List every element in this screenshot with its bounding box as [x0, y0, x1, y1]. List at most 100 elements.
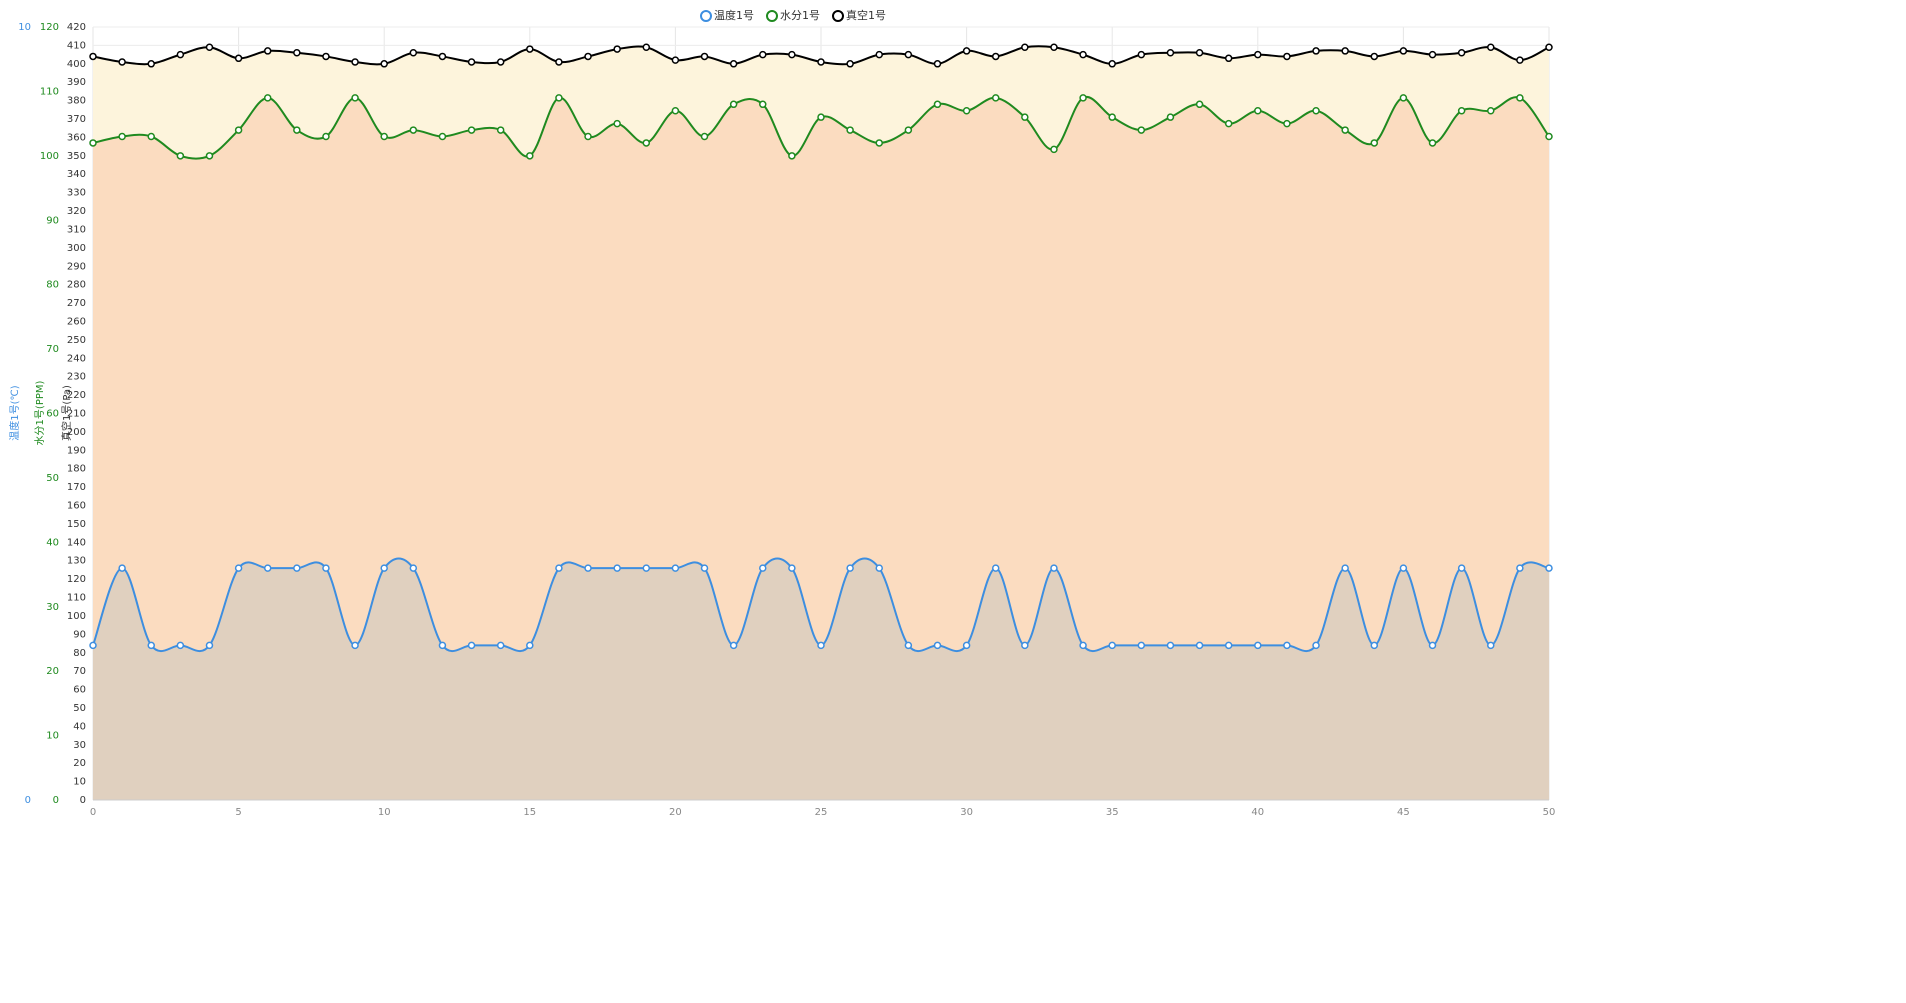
point: [147, 60, 155, 68]
point: [1516, 94, 1524, 102]
point: [555, 58, 563, 66]
point: [1137, 641, 1146, 650]
y-tick-label: 280: [67, 280, 86, 291]
point: [351, 641, 359, 650]
point: [89, 52, 97, 61]
point: [263, 564, 272, 572]
x-tick-label: 50: [1543, 807, 1556, 818]
axes: 0 5 10 15 20 25 30 35 40 45 50 0 10 20 30 40 50 60 70 80 90 1…: [8, 8, 1555, 818]
point: [1457, 564, 1466, 572]
y-tick-label: 130: [67, 556, 86, 567]
point: [1370, 641, 1379, 650]
y-tick-label: 20: [73, 758, 86, 769]
x-tick-label: 35: [1106, 807, 1119, 818]
point: [846, 564, 854, 572]
y-tick-label: 330: [67, 188, 86, 199]
y2-tick-label: 40: [46, 537, 59, 548]
point: [991, 52, 1000, 61]
point: [322, 52, 330, 61]
point: [1166, 49, 1175, 57]
point: [1457, 106, 1466, 115]
point: [496, 58, 505, 66]
y-tick-label: 420: [67, 22, 86, 33]
point: [293, 126, 301, 134]
point: [293, 564, 301, 572]
point: [526, 641, 534, 650]
point: [1370, 52, 1379, 61]
point: [1166, 641, 1175, 650]
point: [176, 641, 185, 650]
y-tick-label: 370: [67, 114, 86, 125]
point: [1428, 139, 1437, 147]
point: [962, 641, 971, 650]
x-tick-label: 30: [960, 807, 973, 818]
y2-tick-label: 20: [46, 666, 59, 677]
y-tick-label: 140: [67, 537, 86, 548]
y-tick-label: 40: [73, 721, 86, 732]
lines: [89, 43, 1553, 653]
y-tick-label: 80: [73, 648, 86, 659]
point: [234, 54, 243, 63]
point: [1254, 641, 1262, 650]
point: [118, 564, 126, 572]
point: [1108, 113, 1116, 121]
point: [1487, 106, 1495, 115]
point: [1283, 119, 1291, 128]
point: [788, 564, 796, 572]
y-tick-label: 290: [67, 261, 86, 272]
y-tick-label: 150: [67, 519, 86, 530]
point: [1050, 145, 1058, 154]
y-tick-label: 10: [73, 777, 86, 788]
point: [1399, 94, 1408, 102]
point: [1312, 106, 1320, 115]
point: [1224, 54, 1233, 63]
point: [1050, 43, 1058, 51]
y-tick-label: 400: [67, 59, 86, 70]
point: [1254, 50, 1262, 59]
point: [700, 564, 709, 572]
point: [759, 564, 767, 572]
x-tick-label: 25: [815, 807, 828, 818]
point: [234, 564, 243, 572]
point: [1399, 564, 1408, 572]
y-tick-label: 220: [67, 390, 86, 401]
point: [409, 49, 418, 57]
point: [817, 58, 825, 66]
y2-tick-label: 10: [46, 731, 59, 742]
legend-marker: [832, 10, 844, 22]
y-tick-label: 240: [67, 353, 86, 364]
point: [205, 641, 214, 650]
x-tick-label: 5: [235, 807, 241, 818]
point: [729, 100, 738, 109]
x-tick-label: 15: [523, 807, 536, 818]
y-tick-label: 100: [67, 611, 86, 622]
point: [1079, 50, 1087, 59]
y-tick-label: 410: [67, 40, 86, 51]
areas: [93, 46, 1549, 801]
point: [205, 152, 214, 160]
point: [642, 43, 651, 51]
point: [1137, 126, 1146, 134]
y-tick-label: 120: [67, 574, 86, 585]
point: [1516, 56, 1524, 64]
point: [933, 60, 942, 68]
point: [1079, 641, 1087, 650]
point: [1341, 47, 1349, 55]
point: [729, 641, 738, 650]
point: [1341, 126, 1349, 134]
point: [1166, 113, 1175, 121]
y-tick-label: 160: [67, 501, 86, 512]
point: [991, 564, 1000, 572]
point: [584, 52, 592, 61]
line: [92, 557, 1550, 653]
point: [962, 106, 971, 115]
point: [263, 94, 272, 102]
y-tick-label: 360: [67, 132, 86, 143]
point: [118, 58, 126, 66]
point: [1545, 564, 1553, 572]
legend-label: 真空1号: [846, 8, 886, 22]
y2-tick-label: 80: [46, 280, 59, 291]
y-tick-label: 60: [73, 685, 86, 696]
y-tick-label: 190: [67, 445, 86, 456]
point: [89, 139, 97, 147]
